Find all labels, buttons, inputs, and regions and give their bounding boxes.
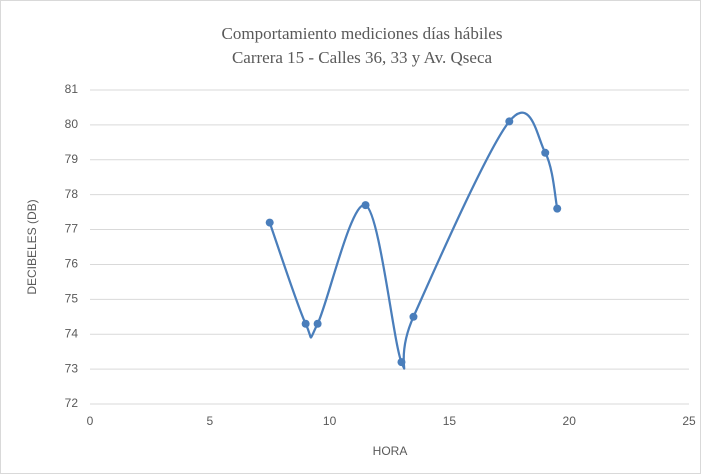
y-tick-label: 79 — [65, 152, 79, 166]
y-tick-label: 80 — [65, 117, 79, 131]
y-tick-label: 81 — [65, 82, 79, 96]
data-point — [361, 201, 370, 210]
x-tick-label: 15 — [443, 414, 457, 428]
x-tick-label: 0 — [87, 414, 94, 428]
x-tick-label: 5 — [206, 414, 213, 428]
data-point — [409, 312, 418, 321]
x-axis-label: HORA — [373, 444, 408, 458]
x-tick-label: 25 — [682, 414, 696, 428]
y-tick-label: 74 — [65, 326, 79, 340]
chart-subtitle: Carrera 15 - Calles 36, 33 y Av. Qseca — [232, 48, 493, 67]
data-point — [313, 319, 322, 328]
y-tick-label: 77 — [65, 222, 79, 236]
y-tick-label: 72 — [65, 396, 79, 410]
data-point — [553, 204, 562, 213]
data-point — [301, 319, 310, 328]
data-point — [541, 148, 550, 157]
data-point — [397, 358, 406, 367]
chart-title: Comportamiento mediciones días hábiles — [222, 24, 503, 43]
y-tick-label: 78 — [65, 187, 79, 201]
y-axis-label: DECIBELES (DB) — [25, 199, 39, 294]
y-tick-label: 73 — [65, 361, 79, 375]
data-point — [505, 117, 514, 126]
x-tick-label: 10 — [323, 414, 337, 428]
y-tick-label: 75 — [65, 292, 79, 306]
x-tick-label: 20 — [563, 414, 577, 428]
y-tick-label: 76 — [65, 257, 79, 271]
data-point — [265, 218, 274, 227]
